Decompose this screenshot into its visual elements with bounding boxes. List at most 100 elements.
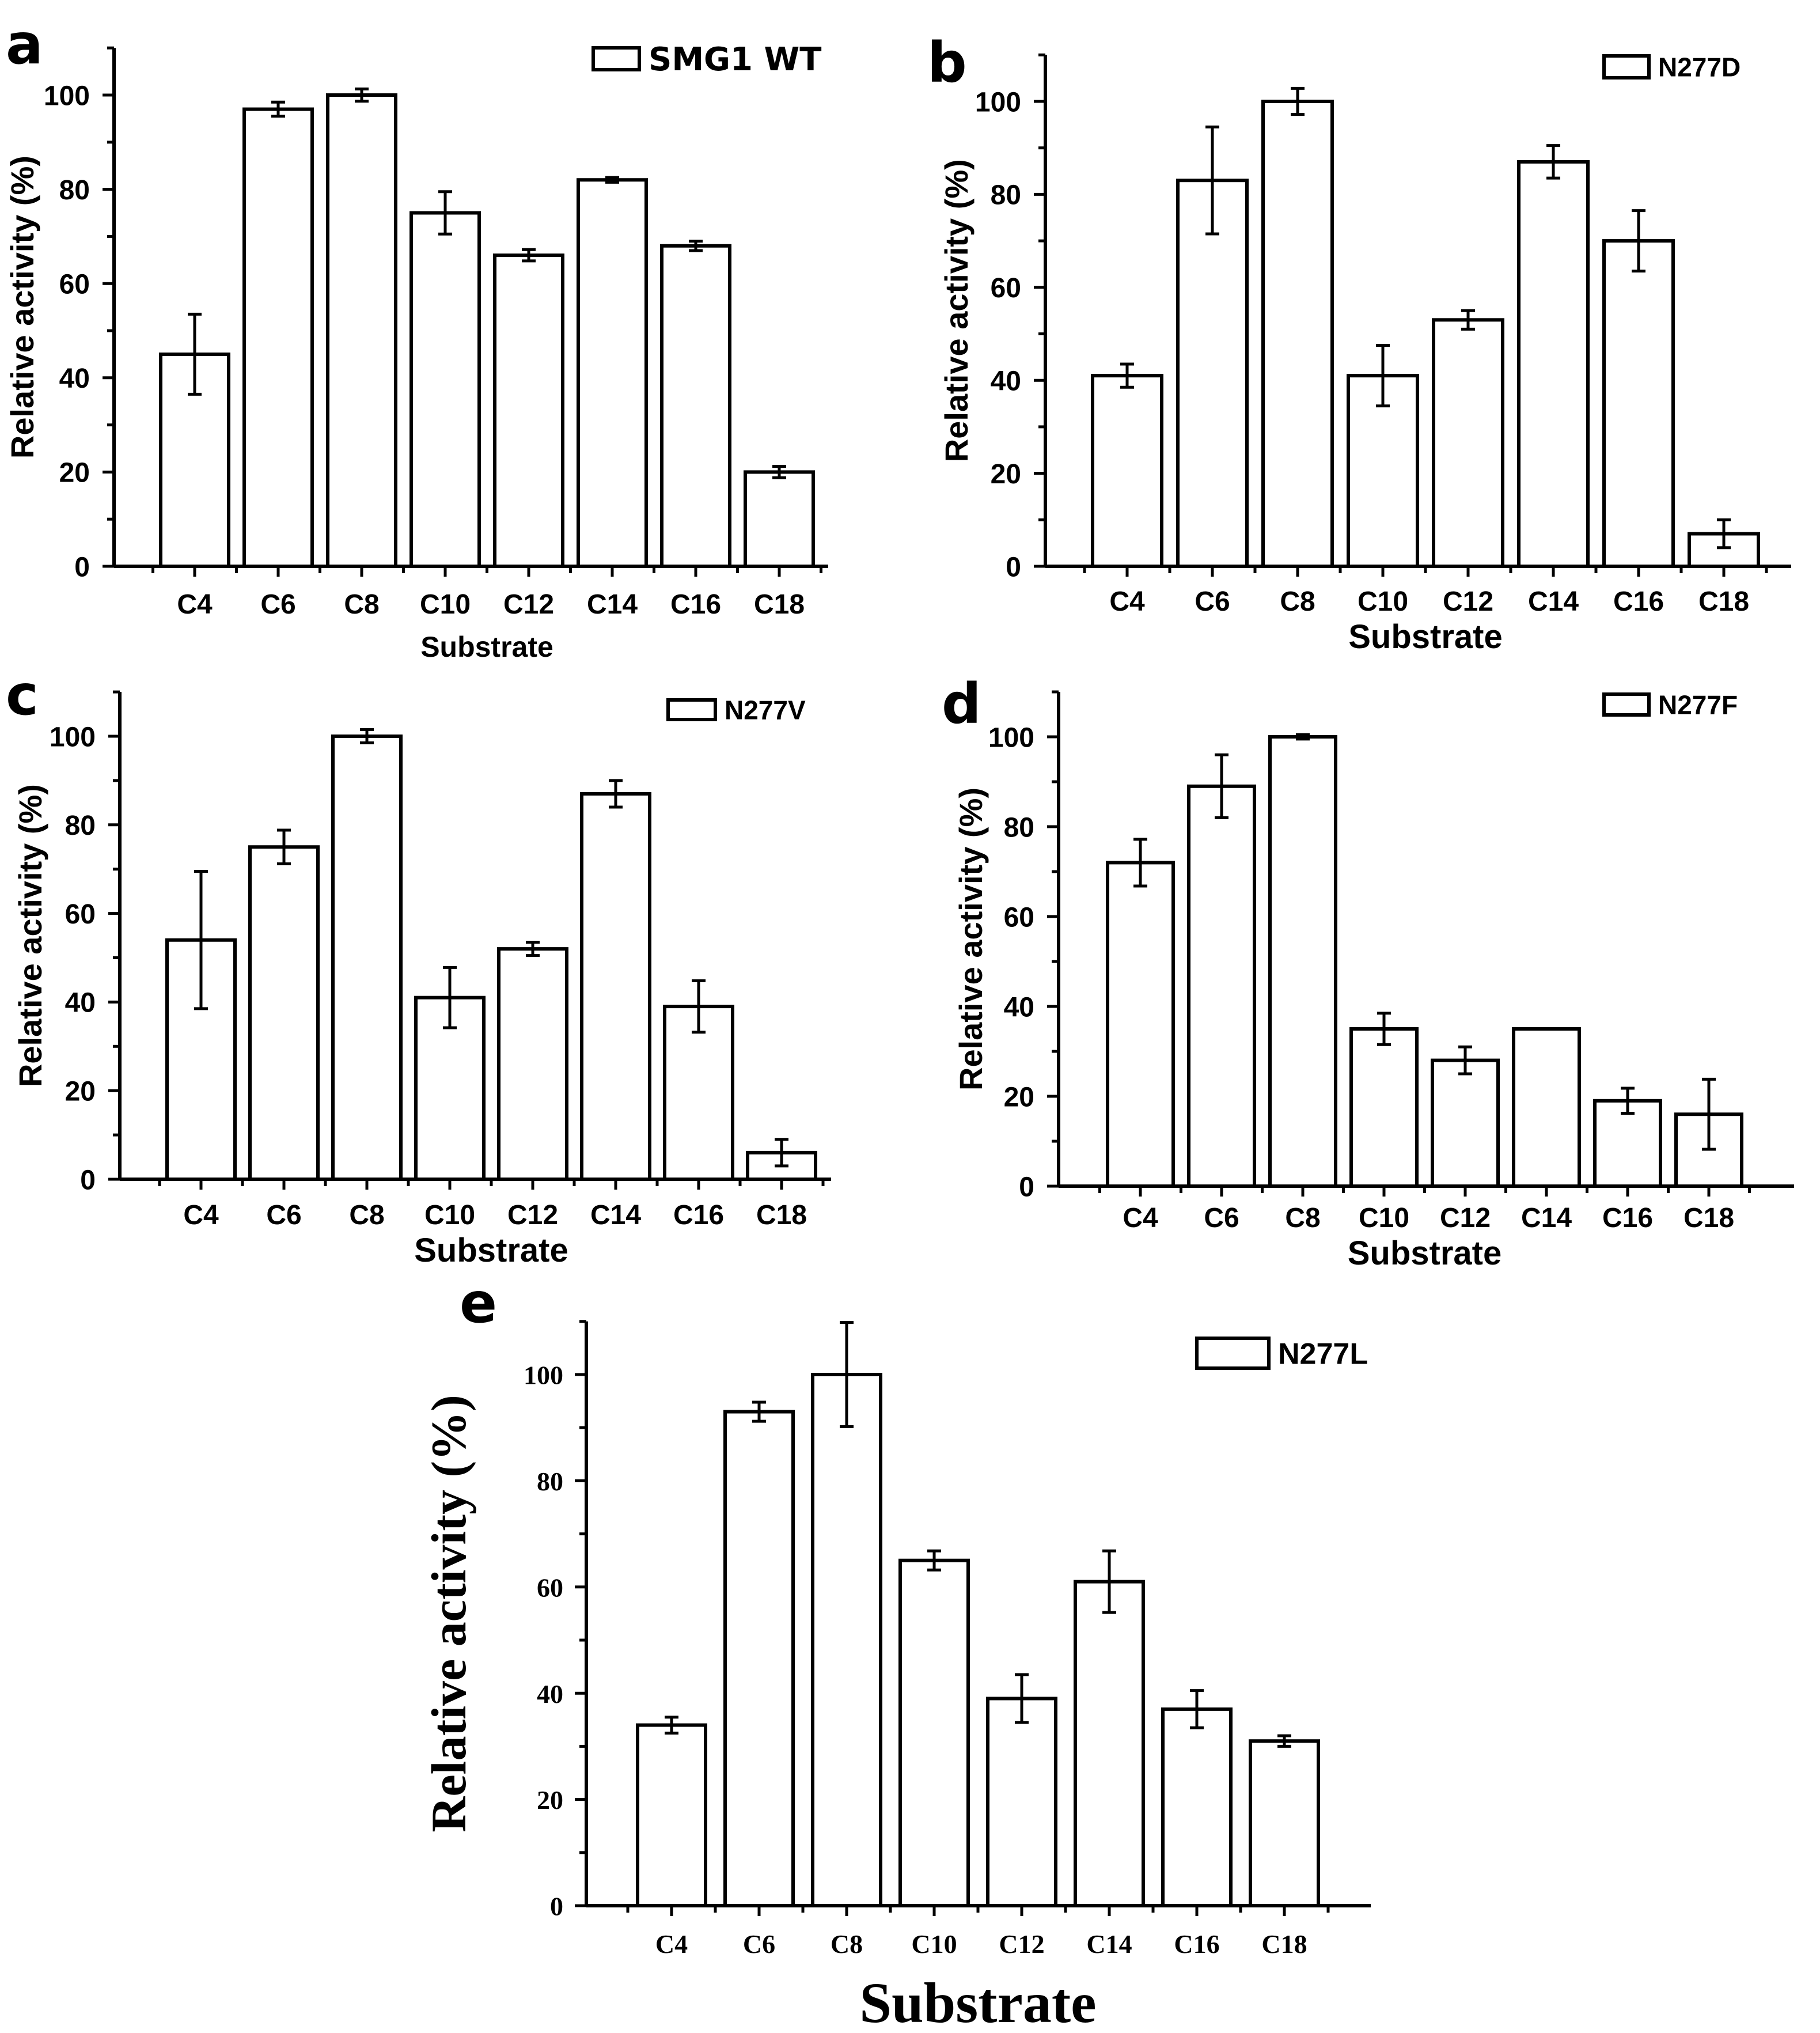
bar xyxy=(1074,1580,1145,1908)
bar xyxy=(1091,374,1163,568)
legend-label: SMG1 WT xyxy=(649,41,821,78)
x-tick-label: C8 xyxy=(831,1929,863,1959)
bar xyxy=(1602,239,1675,569)
y-tick-label: 80 xyxy=(65,811,96,841)
x-tick-label: C18 xyxy=(1683,1203,1734,1233)
legend-swatch xyxy=(1602,692,1651,717)
x-tick-label: C10 xyxy=(424,1200,475,1231)
bar xyxy=(1347,374,1419,568)
y-axis-title: Relative activity (%) xyxy=(938,159,975,462)
x-tick-label: C18 xyxy=(1261,1929,1307,1959)
bar xyxy=(744,470,815,569)
panel-label: b xyxy=(927,31,967,95)
y-tick-label: 100 xyxy=(44,81,90,111)
x-tick-label: C12 xyxy=(1443,586,1493,617)
bar xyxy=(1261,100,1334,568)
chart-panel-d: d 0 20 40 60 80 100 C4 C6 C8 C10 C12 C14 C16 C18 Substr… xyxy=(942,672,1794,1272)
x-axis-title: Substrate xyxy=(414,1232,568,1269)
bar xyxy=(660,244,731,568)
x-tick-label: C4 xyxy=(177,589,213,620)
panel-label: e xyxy=(460,1271,497,1335)
y-tick-label: 60 xyxy=(991,273,1021,304)
y-tick-label: 0 xyxy=(1006,552,1021,582)
x-tick-label: C8 xyxy=(1280,586,1315,617)
y-tick-label: 100 xyxy=(50,722,96,752)
y-tick-label: 0 xyxy=(1019,1172,1034,1202)
y-tick-label: 100 xyxy=(524,1361,563,1390)
bar xyxy=(1161,1707,1233,1908)
bar xyxy=(248,845,320,1181)
x-tick-label: C12 xyxy=(503,589,554,620)
x-tick-label: C6 xyxy=(1204,1203,1239,1233)
y-tick-label: 60 xyxy=(59,269,90,300)
x-tick-label: C8 xyxy=(1285,1203,1320,1233)
y-tick-label: 80 xyxy=(537,1467,563,1496)
bar xyxy=(1431,1058,1500,1188)
panel-label: d xyxy=(942,672,981,736)
x-tick-label: C18 xyxy=(754,589,805,620)
x-tick-label: C16 xyxy=(670,589,721,620)
x-tick-label: C10 xyxy=(911,1929,957,1959)
y-tick-label: 40 xyxy=(59,364,90,394)
bar xyxy=(493,253,564,568)
x-tick-label: C18 xyxy=(756,1200,807,1231)
y-tick-label: 40 xyxy=(537,1679,563,1709)
x-tick-label: C16 xyxy=(1174,1929,1219,1959)
y-tick-label: 40 xyxy=(65,988,96,1019)
y-tick-label: 20 xyxy=(1004,1082,1034,1112)
bar xyxy=(898,1558,970,1907)
y-tick-label: 20 xyxy=(65,1076,96,1107)
x-axis-title: Substrate xyxy=(1348,618,1503,656)
x-tick-label: C12 xyxy=(507,1200,558,1231)
x-tick-label: C14 xyxy=(590,1200,641,1231)
chart-panel-c: c 0 20 40 60 80 100 C4 C6 C8 C10 C12 C14 C16 C18 Substr… xyxy=(6,663,831,1269)
bar xyxy=(1512,1027,1581,1188)
bar xyxy=(986,1697,1057,1907)
x-tick-label: C16 xyxy=(1602,1203,1653,1233)
chart-panel-a: a 0 20 40 60 80 100 C4 C6 C8 C10 C12 C14 C16 C18 Substr… xyxy=(4,12,828,663)
y-tick-label: 80 xyxy=(1004,812,1034,843)
x-tick-label: C4 xyxy=(1109,586,1145,617)
bar xyxy=(1106,861,1175,1188)
x-tick-label: C8 xyxy=(344,589,379,620)
legend-label: N277L xyxy=(1278,1338,1368,1371)
y-axis-title: Relative activity (%) xyxy=(4,156,40,459)
x-tick-label: C10 xyxy=(420,589,471,620)
bar xyxy=(497,947,568,1181)
y-tick-label: 0 xyxy=(80,1165,96,1195)
legend-label: N277V xyxy=(725,695,806,725)
y-tick-label: 100 xyxy=(988,722,1034,753)
bar xyxy=(577,178,648,568)
x-tick-label: C10 xyxy=(1359,1203,1409,1233)
x-tick-label: C12 xyxy=(999,1929,1044,1959)
legend-swatch xyxy=(1195,1337,1271,1370)
bar xyxy=(1268,735,1337,1188)
x-tick-label: C14 xyxy=(1521,1203,1572,1233)
x-tick-label: C4 xyxy=(183,1200,219,1231)
x-tick-label: C6 xyxy=(1195,586,1230,617)
bar xyxy=(1176,179,1249,568)
bar xyxy=(580,792,651,1181)
bar xyxy=(1432,318,1504,568)
bar xyxy=(1349,1027,1419,1188)
y-tick-label: 0 xyxy=(550,1892,563,1921)
x-tick-label: C12 xyxy=(1440,1203,1491,1233)
x-tick-label: C14 xyxy=(1528,586,1579,617)
y-tick-label: 60 xyxy=(537,1573,563,1602)
y-tick-label: 80 xyxy=(59,175,90,206)
y-tick-label: 100 xyxy=(975,87,1021,118)
x-tick-label: C6 xyxy=(266,1200,301,1231)
y-tick-label: 60 xyxy=(1004,902,1034,933)
chart-panel-b: b 0 20 40 60 80 100 C4 C6 C8 C10 C12 C14 C16 C18 Substr… xyxy=(927,31,1791,656)
x-tick-label: C6 xyxy=(260,589,295,620)
bar xyxy=(1187,784,1256,1188)
y-tick-label: 60 xyxy=(65,899,96,930)
y-tick-label: 40 xyxy=(991,366,1021,396)
x-tick-label: C10 xyxy=(1358,586,1408,617)
chart-panel-e: e 0 20 40 60 80 100 C4 C6 C8 C10 C12 C14 C16 C18 Substr… xyxy=(421,1271,1371,2033)
bar xyxy=(1517,160,1590,569)
x-tick-label: C16 xyxy=(673,1200,724,1231)
x-tick-label: C8 xyxy=(349,1200,384,1231)
legend-swatch xyxy=(592,46,641,71)
